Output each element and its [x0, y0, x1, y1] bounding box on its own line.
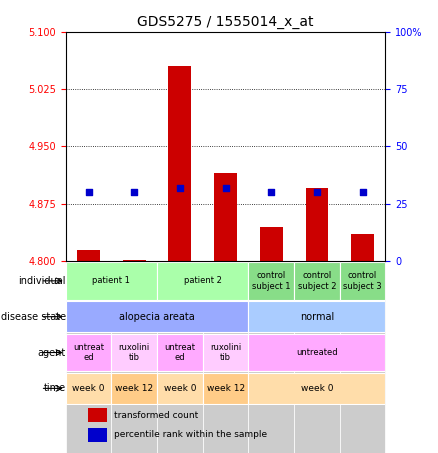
FancyBboxPatch shape — [248, 373, 385, 404]
Text: time: time — [43, 383, 66, 393]
FancyBboxPatch shape — [340, 261, 385, 453]
Text: week 12: week 12 — [115, 384, 153, 393]
Text: disease state: disease state — [0, 312, 66, 322]
Text: untreat
ed: untreat ed — [164, 343, 195, 362]
FancyBboxPatch shape — [157, 333, 203, 371]
Point — [222, 184, 229, 191]
Text: untreated: untreated — [296, 348, 338, 357]
FancyBboxPatch shape — [294, 261, 340, 453]
Bar — [305, 188, 328, 261]
FancyBboxPatch shape — [340, 262, 385, 300]
FancyBboxPatch shape — [157, 261, 203, 453]
FancyBboxPatch shape — [203, 261, 248, 453]
Text: week 0: week 0 — [72, 384, 105, 393]
FancyBboxPatch shape — [157, 262, 248, 300]
Text: patient 2: patient 2 — [184, 276, 222, 285]
FancyBboxPatch shape — [66, 373, 111, 404]
Text: week 0: week 0 — [164, 384, 196, 393]
FancyBboxPatch shape — [157, 373, 203, 404]
FancyBboxPatch shape — [294, 262, 340, 300]
Point — [314, 189, 321, 196]
FancyBboxPatch shape — [248, 262, 294, 300]
Text: alopecia areata: alopecia areata — [119, 312, 195, 322]
FancyBboxPatch shape — [111, 333, 157, 371]
Text: patient 1: patient 1 — [92, 276, 131, 285]
Point — [268, 189, 275, 196]
Point — [131, 189, 138, 196]
FancyBboxPatch shape — [203, 373, 248, 404]
Bar — [77, 250, 100, 261]
Text: week 12: week 12 — [206, 384, 245, 393]
Bar — [351, 234, 374, 261]
Text: untreat
ed: untreat ed — [73, 343, 104, 362]
Text: control
subject 3: control subject 3 — [343, 271, 382, 290]
Bar — [169, 66, 191, 261]
FancyBboxPatch shape — [111, 373, 157, 404]
Text: percentile rank within the sample: percentile rank within the sample — [114, 430, 267, 439]
Point — [177, 184, 184, 191]
Text: ruxolini
tib: ruxolini tib — [119, 343, 150, 362]
FancyBboxPatch shape — [66, 301, 248, 332]
FancyBboxPatch shape — [248, 333, 385, 371]
Text: normal: normal — [300, 312, 334, 322]
Text: ruxolini
tib: ruxolini tib — [210, 343, 241, 362]
FancyBboxPatch shape — [66, 333, 111, 371]
Point — [85, 189, 92, 196]
Text: control
subject 2: control subject 2 — [298, 271, 336, 290]
FancyBboxPatch shape — [66, 262, 157, 300]
FancyBboxPatch shape — [248, 301, 385, 332]
FancyBboxPatch shape — [66, 261, 111, 453]
Text: agent: agent — [38, 347, 66, 357]
Point — [359, 189, 366, 196]
Bar — [123, 260, 145, 261]
Text: transformed count: transformed count — [114, 411, 198, 419]
Text: individual: individual — [18, 276, 66, 286]
Text: week 0: week 0 — [300, 384, 333, 393]
Title: GDS5275 / 1555014_x_at: GDS5275 / 1555014_x_at — [138, 15, 314, 29]
Bar — [88, 428, 107, 442]
Bar — [88, 409, 107, 422]
Text: control
subject 1: control subject 1 — [252, 271, 290, 290]
Bar — [260, 226, 283, 261]
Bar — [214, 173, 237, 261]
FancyBboxPatch shape — [203, 333, 248, 371]
FancyBboxPatch shape — [248, 261, 294, 453]
FancyBboxPatch shape — [111, 261, 157, 453]
